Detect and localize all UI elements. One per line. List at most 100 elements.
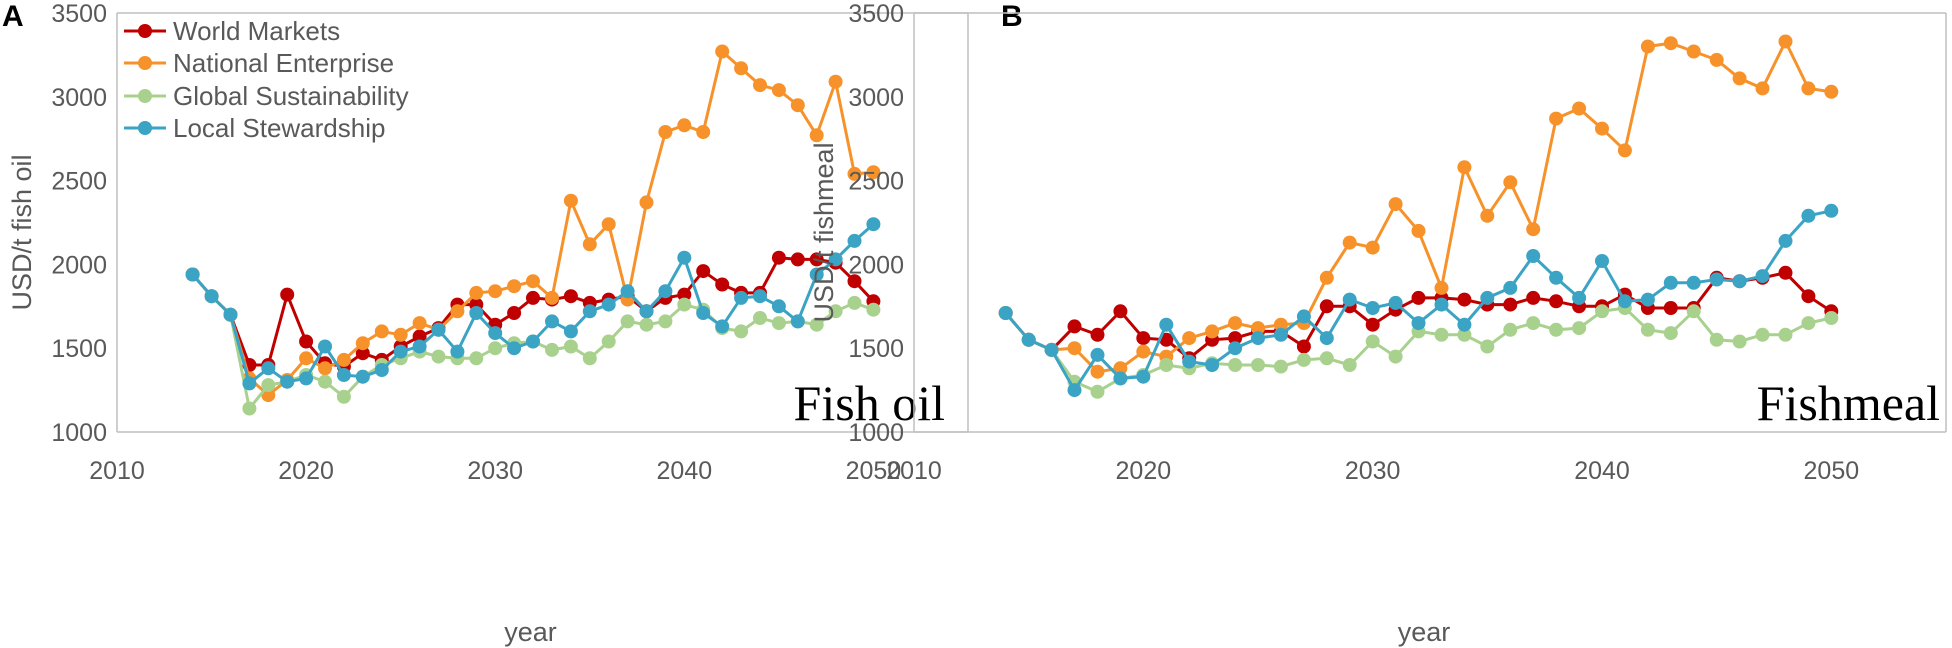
data-point-national-enterprise [1824, 84, 1839, 99]
data-point-world-markets [1136, 331, 1151, 346]
data-point-global-sustainability [242, 401, 257, 416]
data-point-world-markets [1411, 290, 1426, 305]
panel-label-a: A [2, 0, 24, 33]
data-point-global-sustainability [1801, 316, 1816, 331]
legend-item-world-markets: World Markets [124, 16, 340, 46]
data-point-local-stewardship [1251, 331, 1265, 346]
data-point-national-enterprise [488, 284, 503, 299]
data-point-national-enterprise [639, 195, 654, 210]
data-point-world-markets [1801, 289, 1816, 304]
data-point-global-sustainability [1778, 327, 1793, 342]
data-point-local-stewardship [469, 306, 484, 320]
data-point-local-stewardship [1526, 249, 1541, 263]
data-point-local-stewardship [998, 306, 1013, 320]
data-point-national-enterprise [1090, 364, 1105, 379]
panel-title-fishmeal: Fishmeal [1757, 375, 1940, 431]
data-point-local-stewardship [753, 289, 767, 304]
data-point-national-enterprise [1617, 143, 1632, 158]
data-point-world-markets [563, 289, 578, 304]
data-point-global-sustainability [809, 317, 824, 332]
data-point-global-sustainability [1273, 359, 1288, 374]
data-point-local-stewardship [1457, 317, 1472, 332]
data-point-local-stewardship [715, 319, 730, 334]
legend-label-global-sustainability: Global Sustainability [173, 81, 409, 111]
panel-label-b: B [1001, 0, 1023, 33]
data-point-global-sustainability [318, 374, 332, 389]
y-tick-label: 1500 [51, 335, 107, 363]
data-point-local-stewardship [223, 307, 238, 322]
data-point-global-sustainability [771, 316, 786, 331]
data-point-world-markets [790, 252, 805, 267]
data-point-national-enterprise [1778, 34, 1793, 49]
data-point-national-enterprise [1640, 39, 1655, 54]
data-point-local-stewardship [450, 344, 465, 359]
data-point-national-enterprise [469, 285, 484, 300]
data-point-local-stewardship [1411, 316, 1426, 331]
data-point-national-enterprise [393, 327, 408, 342]
data-point-local-stewardship [1090, 347, 1105, 362]
data-point-local-stewardship [204, 289, 219, 304]
data-point-global-sustainability [1296, 352, 1311, 367]
data-point-national-enterprise [1342, 235, 1357, 250]
data-point-national-enterprise [771, 83, 786, 98]
data-point-global-sustainability [601, 334, 616, 349]
data-point-global-sustainability [753, 311, 767, 325]
data-point-local-stewardship [488, 326, 503, 341]
data-point-global-sustainability [1755, 327, 1770, 342]
data-point-local-stewardship [809, 267, 824, 282]
x-tick-label: 2010 [886, 457, 942, 485]
data-point-global-sustainability [847, 295, 862, 310]
data-point-local-stewardship [299, 371, 314, 386]
data-point-global-sustainability [1457, 327, 1472, 342]
data-point-local-stewardship [1686, 275, 1701, 290]
data-point-global-sustainability [658, 314, 673, 329]
panel-title-fish-oil: Fish oil [794, 375, 945, 431]
data-point-world-markets [507, 306, 522, 320]
data-point-world-markets [677, 287, 692, 302]
data-point-local-stewardship [677, 250, 692, 265]
data-point-national-enterprise [318, 361, 332, 376]
data-point-global-sustainability [1572, 321, 1587, 336]
data-point-national-enterprise [1732, 71, 1747, 86]
x-tick-label: 2040 [657, 457, 713, 485]
data-point-local-stewardship [1067, 383, 1082, 398]
data-point-local-stewardship [1778, 233, 1793, 248]
data-point-global-sustainability [431, 349, 446, 364]
data-point-national-enterprise [1709, 52, 1724, 67]
data-point-local-stewardship [1549, 270, 1564, 285]
data-point-local-stewardship [828, 252, 843, 267]
data-point-global-sustainability [1686, 304, 1701, 319]
data-point-local-stewardship [242, 376, 257, 391]
data-point-national-enterprise [1549, 111, 1564, 126]
data-point-global-sustainability [1388, 349, 1403, 364]
data-point-national-enterprise [1572, 101, 1587, 116]
data-point-global-sustainability [1319, 351, 1334, 366]
legend-label-world-markets: World Markets [173, 16, 340, 46]
data-point-local-stewardship [1365, 301, 1380, 315]
data-point-local-stewardship [639, 304, 654, 319]
data-point-global-sustainability [677, 297, 692, 312]
data-point-national-enterprise [847, 166, 862, 181]
data-point-national-enterprise [1457, 160, 1472, 175]
data-point-global-sustainability [1251, 358, 1265, 372]
x-tick-label: 2030 [1345, 457, 1401, 485]
data-point-national-enterprise [1411, 223, 1426, 238]
y-tick-label: 1000 [51, 419, 107, 447]
data-point-global-sustainability [1595, 304, 1609, 319]
data-point-local-stewardship [1663, 275, 1678, 290]
data-point-national-enterprise [866, 165, 881, 180]
data-point-world-markets [771, 250, 786, 265]
data-point-world-markets [1365, 317, 1380, 332]
data-point-national-enterprise [1801, 81, 1816, 96]
data-point-local-stewardship [318, 339, 332, 354]
series-layer-a [185, 44, 881, 416]
data-point-local-stewardship [1205, 358, 1220, 372]
legend-item-global-sustainability: Global Sustainability [124, 81, 409, 111]
series-line-world-markets [1004, 271, 1833, 361]
y-tick-label: 2500 [51, 168, 107, 196]
data-point-national-enterprise [1434, 280, 1449, 295]
legend-item-national-enterprise: National Enterprise [124, 48, 394, 78]
x-tick-label: 2030 [467, 457, 523, 485]
data-point-local-stewardship [412, 339, 427, 354]
